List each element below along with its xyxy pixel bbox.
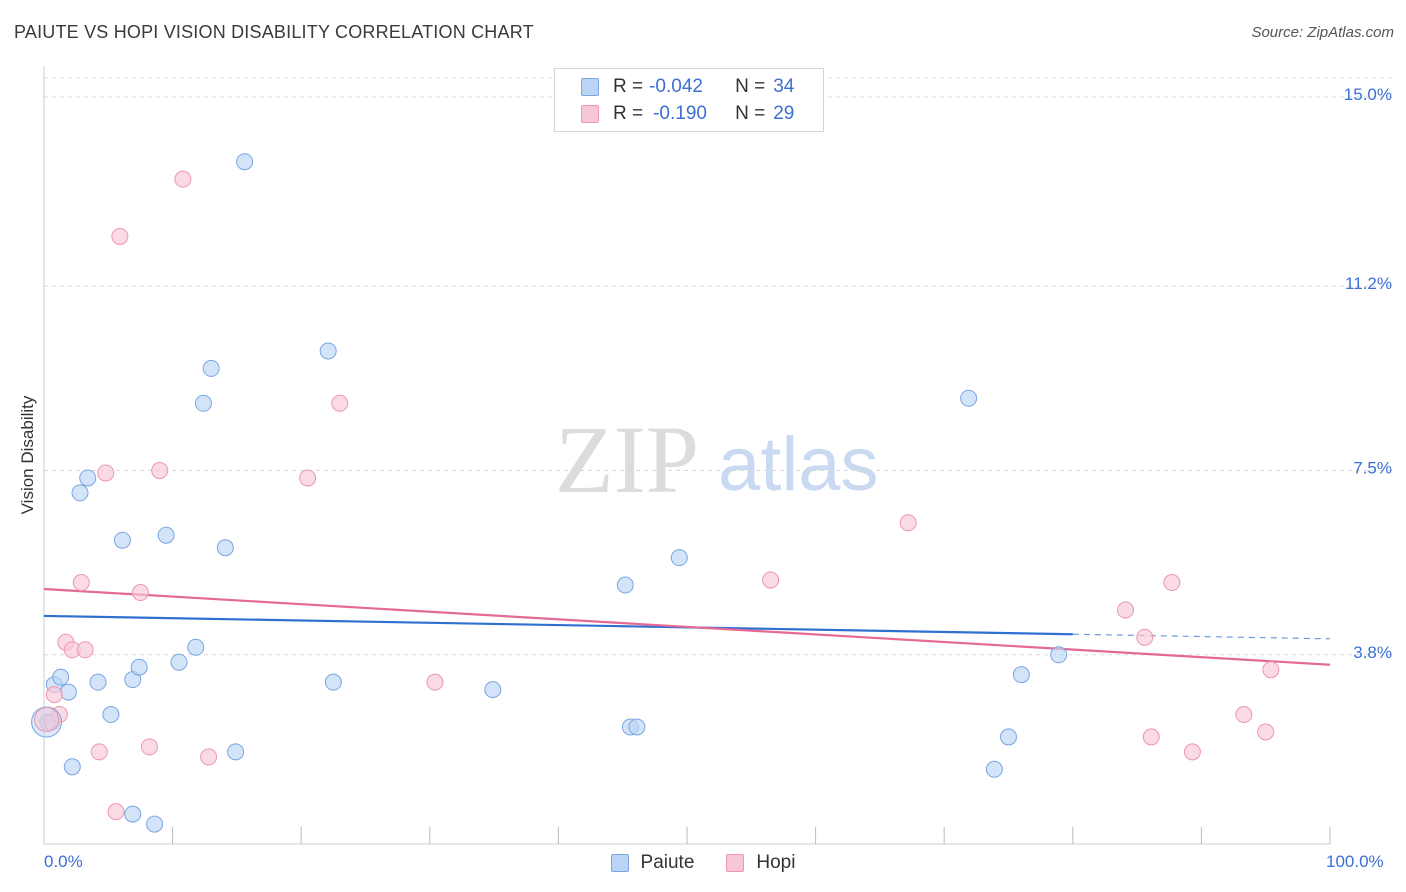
hopi-point [111, 227, 129, 245]
hopi-point [72, 574, 90, 592]
paiute-point [187, 638, 205, 656]
hopi-point [1142, 728, 1160, 746]
watermark: ZIP atlas [555, 406, 879, 513]
hopi-point [140, 738, 158, 756]
y-tick-label: 15.0% [1344, 85, 1392, 104]
legend-item-label: Paiute [640, 852, 695, 873]
paiute-point [59, 683, 77, 701]
paiute-point [960, 389, 978, 407]
hopi-point [299, 469, 317, 487]
paiute-point [202, 359, 220, 377]
hopi-point [1136, 628, 1154, 646]
paiute-point [113, 531, 131, 549]
paiute-point [170, 653, 188, 671]
hopi-point [1117, 601, 1135, 619]
data-points [31, 153, 1280, 833]
watermark-zip: ZIP [555, 406, 699, 513]
paiute-trend-line-dashed [1072, 633, 1331, 640]
paiute-point [1050, 646, 1068, 664]
watermark-atlas: atlas [718, 422, 879, 507]
paiute-point [146, 815, 164, 833]
x-tick-label-min: 0.0% [44, 852, 83, 871]
paiute-point [1000, 728, 1017, 746]
source-note: Source: ZipAtlas.com [1251, 24, 1394, 41]
hopi-point [200, 748, 218, 766]
paiute-point [102, 706, 120, 724]
paiute-point [130, 658, 148, 676]
hopi-point [1235, 706, 1253, 724]
hopi-point [97, 464, 115, 482]
hopi-point [90, 743, 108, 761]
hopi-point [762, 571, 780, 589]
paiute-point [236, 153, 254, 171]
r-label: R = [613, 76, 644, 97]
hopi-point [131, 584, 149, 602]
r-label: R = [613, 103, 644, 124]
paiute-point [89, 673, 107, 691]
y-tick-label: 3.8% [1353, 643, 1392, 662]
trend-lines [43, 587, 1331, 666]
paiute-point [670, 549, 688, 567]
paiute-point [484, 681, 502, 699]
paiute-swatch [610, 854, 629, 872]
legend-item-hopi: Hopi [726, 852, 795, 874]
n-value: 34 [773, 76, 795, 97]
hopi-point-cluster [34, 707, 60, 732]
y-axis-label: Vision Disability [18, 395, 37, 515]
hopi-point [1183, 743, 1201, 761]
paiute-point [63, 758, 81, 776]
paiute-point [324, 673, 342, 691]
n-label: N = [735, 76, 766, 97]
hopi-point [174, 170, 192, 188]
paiute-point [1012, 666, 1030, 684]
hopi-trend-line [43, 587, 1331, 666]
hopi-point [331, 394, 349, 412]
paiute-point [628, 718, 646, 736]
x-tick-label-max: 100.0% [1326, 852, 1384, 871]
paiute-point [79, 469, 97, 487]
chart-title: PAIUTE VS HOPI VISION DISABILITY CORRELA… [14, 22, 534, 42]
paiute-point [194, 394, 212, 412]
paiute-trend-line [43, 614, 1073, 636]
hopi-point [426, 673, 444, 691]
legend-item-label: Hopi [756, 852, 796, 873]
hopi-point [899, 514, 917, 532]
hopi-point [151, 462, 169, 479]
paiute-point [157, 526, 175, 544]
hopi-swatch [726, 854, 745, 872]
n-label: N = [735, 103, 766, 124]
legend-item-paiute: Paiute [610, 852, 695, 874]
hopi-point [107, 803, 125, 821]
hopi-point [76, 641, 94, 659]
paiute-point [52, 668, 70, 686]
paiute-point [124, 805, 142, 823]
paiute-swatch [581, 78, 599, 96]
hopi-swatch [581, 105, 599, 123]
legend-row-hopi: R = -0.190 N = 29 [581, 102, 794, 126]
hopi-point [1257, 723, 1275, 741]
paiute-point [227, 743, 245, 761]
r-value: -0.042 [649, 76, 703, 97]
n-value: 29 [773, 103, 795, 124]
paiute-point [216, 539, 234, 557]
paiute-point [985, 760, 1003, 778]
legend-row-paiute: R = -0.042 N = 34 [581, 75, 794, 99]
y-tick-label: 7.5% [1353, 459, 1392, 478]
hopi-point [1262, 661, 1280, 679]
series-legend: Paiute Hopi [0, 852, 1406, 874]
paiute-point [71, 484, 89, 502]
hopi-point [45, 686, 63, 704]
r-value: -0.190 [653, 103, 707, 124]
correlation-legend: R = -0.042 N = 34 R = -0.190 N = 29 [554, 68, 824, 132]
hopi-point [1163, 574, 1181, 592]
paiute-point [319, 342, 337, 360]
y-tick-labels: 3.8% 7.5% 11.2% 15.0% [1344, 85, 1392, 662]
y-tick-label: 11.2% [1345, 274, 1392, 293]
paiute-point [616, 576, 634, 594]
